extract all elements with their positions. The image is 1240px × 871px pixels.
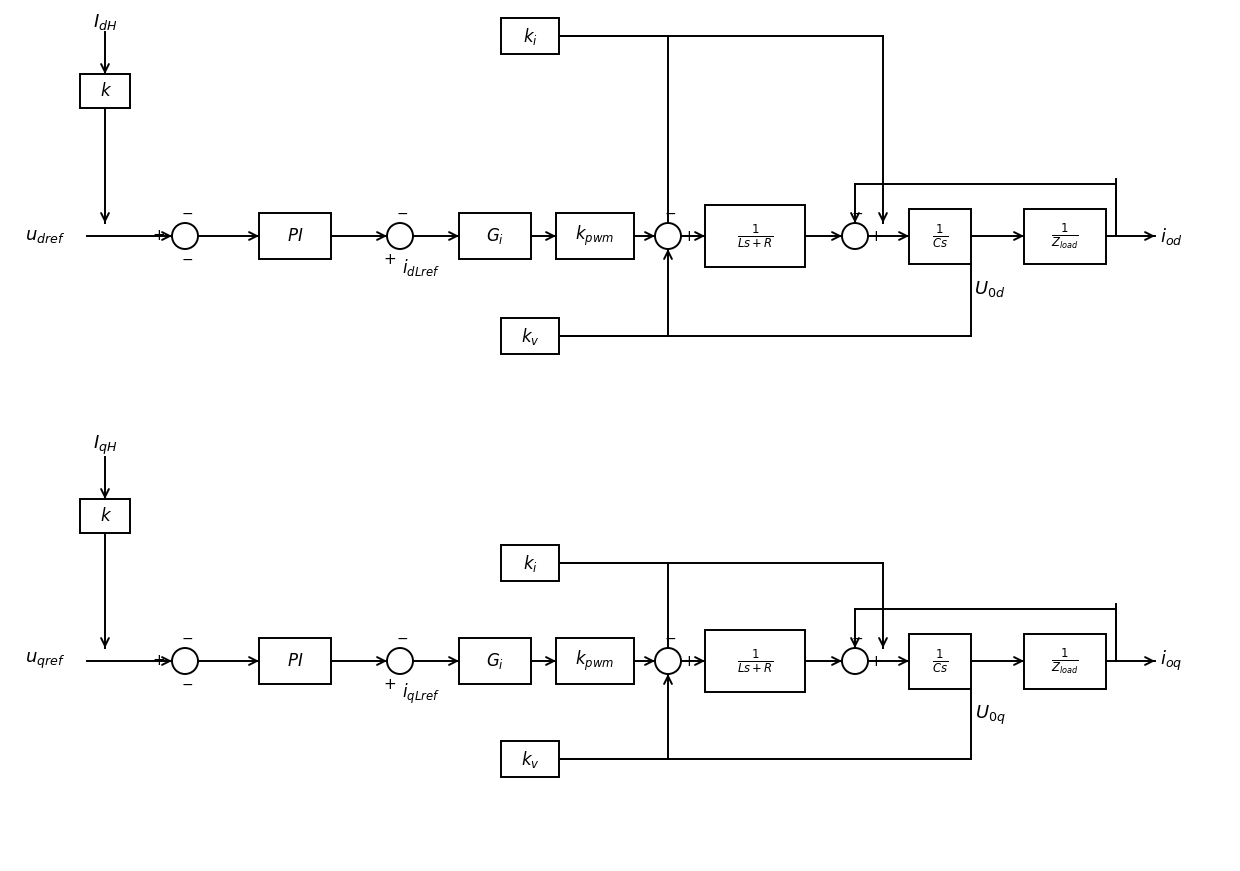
- Bar: [706, 630, 805, 692]
- Text: $PI$: $PI$: [286, 227, 304, 245]
- Bar: [1024, 633, 1106, 688]
- Text: $U_{0q}$: $U_{0q}$: [975, 704, 1006, 726]
- Bar: [706, 205, 805, 267]
- Text: $I_{dH}$: $I_{dH}$: [93, 12, 118, 32]
- Text: $-$: $-$: [663, 631, 676, 645]
- Text: $G_i$: $G_i$: [486, 226, 503, 246]
- Text: $u_{dref}$: $u_{dref}$: [25, 227, 66, 245]
- Text: $\frac{1}{Cs}$: $\frac{1}{Cs}$: [932, 647, 949, 675]
- Text: k: k: [100, 82, 110, 100]
- Bar: [459, 638, 531, 684]
- Text: $k_i$: $k_i$: [522, 552, 537, 573]
- Text: +: +: [869, 653, 883, 669]
- Bar: [556, 213, 634, 259]
- Bar: [501, 318, 559, 354]
- Bar: [501, 545, 559, 581]
- Circle shape: [172, 648, 198, 674]
- Text: $-$: $-$: [663, 206, 676, 220]
- Text: $U_{0d}$: $U_{0d}$: [975, 279, 1006, 299]
- Text: k: k: [100, 507, 110, 525]
- Text: $i_{oq}$: $i_{oq}$: [1159, 649, 1182, 673]
- Text: $i_{dLref}$: $i_{dLref}$: [402, 257, 440, 278]
- Bar: [1024, 208, 1106, 264]
- Bar: [909, 633, 971, 688]
- Circle shape: [387, 223, 413, 249]
- Bar: [501, 741, 559, 777]
- Text: $-$: $-$: [181, 631, 193, 645]
- Circle shape: [655, 648, 681, 674]
- Text: $-$: $-$: [181, 206, 193, 220]
- Bar: [556, 638, 634, 684]
- Text: +: +: [869, 228, 883, 244]
- Text: $k_i$: $k_i$: [522, 25, 537, 46]
- Circle shape: [655, 223, 681, 249]
- Circle shape: [842, 223, 868, 249]
- Bar: [259, 638, 331, 684]
- Bar: [909, 208, 971, 264]
- Text: $PI$: $PI$: [286, 652, 304, 670]
- Text: $k_v$: $k_v$: [521, 748, 539, 769]
- Bar: [81, 499, 130, 533]
- Text: $k_{pwm}$: $k_{pwm}$: [575, 649, 615, 673]
- Text: +: +: [153, 652, 165, 667]
- Text: +: +: [383, 252, 397, 267]
- Bar: [259, 213, 331, 259]
- Text: $-$: $-$: [396, 631, 408, 645]
- Text: +: +: [683, 653, 696, 669]
- Text: $\frac{1}{Z_{load}}$: $\frac{1}{Z_{load}}$: [1052, 646, 1079, 676]
- Circle shape: [172, 223, 198, 249]
- Text: $u_{qref}$: $u_{qref}$: [25, 651, 66, 671]
- Text: $\frac{1}{Z_{load}}$: $\frac{1}{Z_{load}}$: [1052, 221, 1079, 251]
- Text: $G_i$: $G_i$: [486, 651, 503, 671]
- Text: $-$: $-$: [851, 631, 863, 645]
- Text: $-$: $-$: [181, 677, 193, 691]
- Text: $-$: $-$: [396, 206, 408, 220]
- Text: $\frac{1}{Ls+R}$: $\frac{1}{Ls+R}$: [737, 647, 774, 675]
- Text: $\frac{1}{Cs}$: $\frac{1}{Cs}$: [932, 222, 949, 250]
- Text: $\frac{1}{Ls+R}$: $\frac{1}{Ls+R}$: [737, 222, 774, 250]
- Text: $-$: $-$: [181, 252, 193, 266]
- Bar: [81, 74, 130, 108]
- Circle shape: [842, 648, 868, 674]
- Text: $k_{pwm}$: $k_{pwm}$: [575, 224, 615, 248]
- Text: +: +: [383, 677, 397, 692]
- Text: $-$: $-$: [851, 206, 863, 220]
- Text: $k_v$: $k_v$: [521, 326, 539, 347]
- Circle shape: [387, 648, 413, 674]
- Text: $i_{od}$: $i_{od}$: [1159, 226, 1183, 246]
- Bar: [501, 18, 559, 54]
- Text: $I_{qH}$: $I_{qH}$: [93, 434, 118, 457]
- Text: +: +: [683, 228, 696, 244]
- Text: $i_{qLref}$: $i_{qLref}$: [402, 682, 440, 706]
- Bar: [459, 213, 531, 259]
- Text: +: +: [153, 227, 165, 242]
